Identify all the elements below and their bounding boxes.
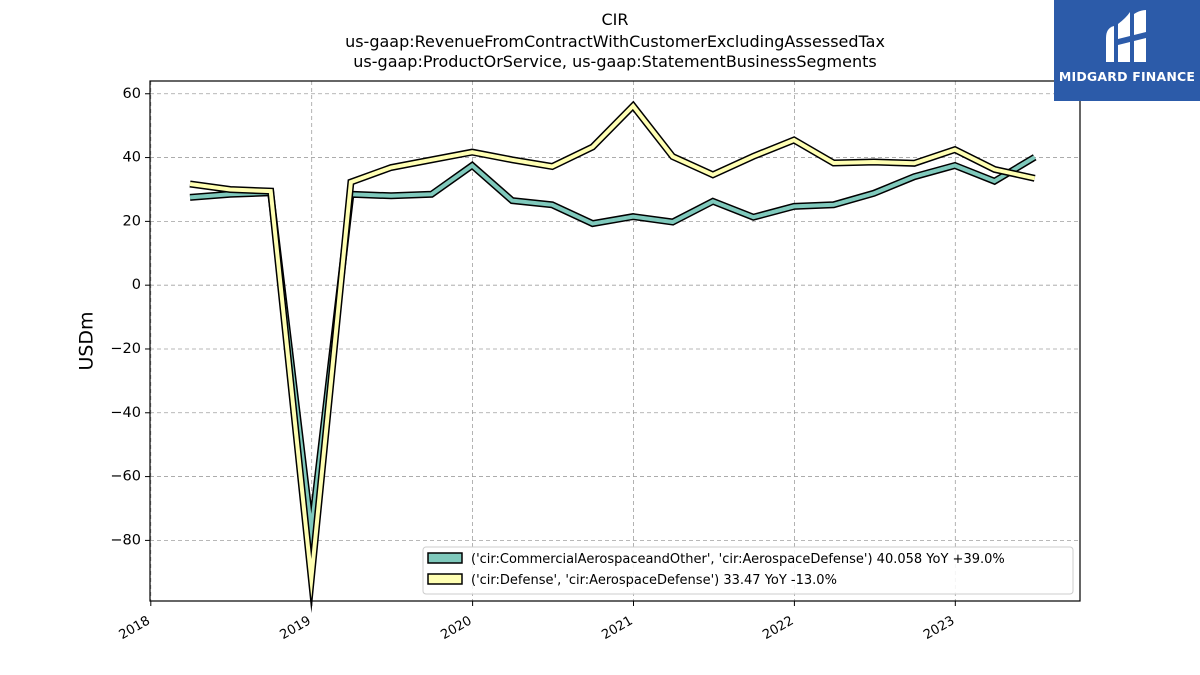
midgard-logo-mark-icon [1106, 10, 1146, 62]
y-tick-label: −40 [110, 405, 141, 421]
y-tick-label: −80 [110, 532, 141, 548]
y-tick-label: −20 [110, 341, 141, 357]
chart-subtitle-dimensions: us-gaap:ProductOrService, us-gaap:Statem… [353, 52, 877, 71]
logo-text: MIDGARD FINANCE [1058, 69, 1196, 84]
series-layer [189, 100, 1037, 614]
x-tick-label: 2020 [438, 613, 474, 643]
legend-label-commercial: ('cir:CommercialAerospaceandOther', 'cir… [471, 552, 1005, 567]
x-tick-label: 2021 [599, 613, 635, 643]
legend: ('cir:CommercialAerospaceandOther', 'cir… [422, 546, 1074, 595]
x-tick-label: 2023 [921, 613, 957, 643]
series-line-1 [189, 102, 1036, 599]
legend-frame [422, 546, 1074, 595]
y-axis-label: USDm [76, 311, 98, 370]
legend-swatch-commercial [427, 552, 463, 564]
plot-frame [149, 80, 1081, 602]
x-axis: 2018 2019 2020 2021 2022 2023 [117, 601, 957, 643]
y-tick-label: 20 [123, 213, 141, 229]
legend-label-defense: ('cir:Defense', 'cir:AerospaceDefense') … [471, 573, 837, 588]
x-tick-label: 2019 [278, 613, 314, 643]
chart-title: CIR [601, 10, 629, 29]
midgard-finance-logo: MIDGARD FINANCE [1054, 0, 1200, 101]
y-tick-label: 40 [123, 150, 141, 166]
y-tick-label: 0 [132, 277, 141, 293]
y-tick-label: 60 [123, 86, 141, 102]
legend-swatch-defense [427, 573, 463, 585]
x-tick-label: 2022 [760, 613, 796, 643]
series-line-0 [189, 155, 1036, 548]
y-tick-label: −60 [110, 469, 141, 485]
x-tick-label: 2018 [117, 613, 153, 643]
y-axis: 60 40 20 0 −20 −40 −60 −80 [110, 86, 150, 548]
chart-subtitle-concept: us-gaap:RevenueFromContractWithCustomerE… [345, 32, 885, 51]
